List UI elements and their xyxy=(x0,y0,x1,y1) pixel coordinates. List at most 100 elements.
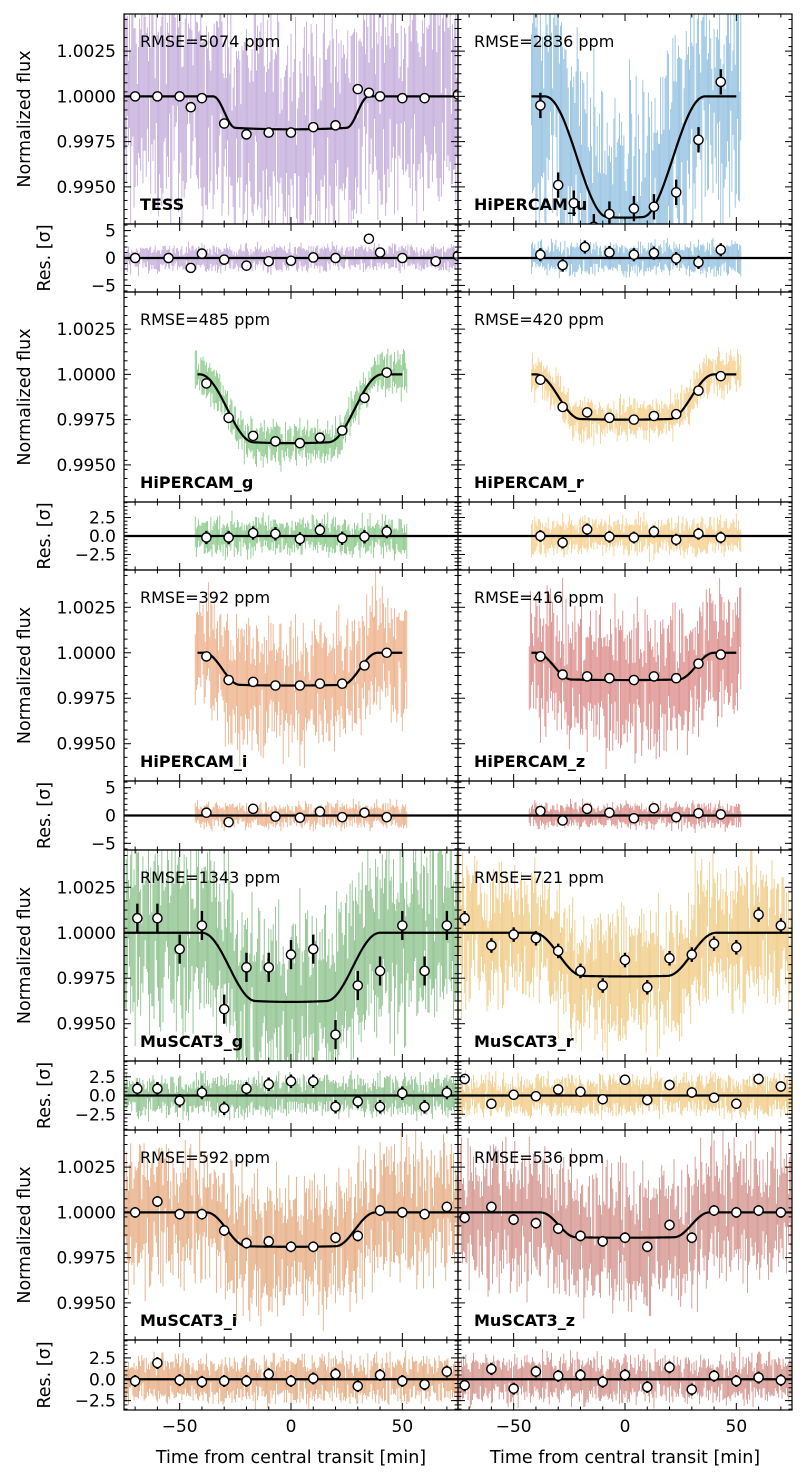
instrument-label: MuSCAT3_g xyxy=(140,1032,243,1051)
binned-flux-point xyxy=(152,912,163,924)
residual-point xyxy=(270,528,281,540)
residual-point xyxy=(430,255,442,267)
binned-flux-point xyxy=(715,649,727,660)
rmse-label: RMSE=5074 ppm xyxy=(140,32,280,51)
residual-point xyxy=(557,537,568,548)
res-tick-label: −2.5 xyxy=(75,1105,116,1125)
residual-point xyxy=(352,1096,364,1107)
residual-point xyxy=(263,1078,275,1090)
binned-flux-point xyxy=(381,367,393,378)
flux-panel-HiPERCAM_i xyxy=(194,570,408,768)
residual-point xyxy=(374,1101,386,1113)
raw-flux-series xyxy=(124,14,458,224)
residual-point xyxy=(557,815,568,826)
residual-point xyxy=(535,530,546,542)
binned-flux-point xyxy=(352,83,364,95)
binned-flux-point xyxy=(628,203,640,214)
residual-point xyxy=(185,262,197,274)
res-tick-label: 0 xyxy=(105,807,116,827)
binned-flux-point xyxy=(419,92,430,104)
flux-tick-label: 0.9975 xyxy=(57,133,116,153)
binned-flux-point xyxy=(693,658,704,669)
binned-flux-point xyxy=(731,942,742,953)
residual-point xyxy=(397,252,408,264)
residual-point xyxy=(581,524,593,535)
flux-panel-MuSCAT3_g xyxy=(124,850,458,1061)
residual-point xyxy=(581,803,593,815)
residual-point xyxy=(201,532,212,543)
res-tick-label: 2.5 xyxy=(89,509,116,529)
binned-flux-point xyxy=(670,672,682,684)
flux-tick-label: 0.9975 xyxy=(57,969,116,989)
residual-panel-HiPERCAM_i xyxy=(124,798,458,832)
raw-flux-series xyxy=(194,348,408,472)
residual-panel-MuSCAT3_g xyxy=(124,1070,458,1122)
residual-point xyxy=(336,532,348,544)
binned-flux-point xyxy=(441,920,453,931)
flux-tick-label: 1.0025 xyxy=(57,598,116,618)
flux-axis-label: Normalized flux xyxy=(15,50,35,187)
instrument-label: TESS xyxy=(140,195,184,214)
rmse-label: RMSE=721 ppm xyxy=(474,868,604,887)
binned-flux-point xyxy=(508,929,519,940)
binned-flux-point xyxy=(459,912,470,924)
flux-tick-label: 1.0000 xyxy=(57,924,116,944)
residual-point xyxy=(419,1101,430,1113)
residual-point xyxy=(374,247,386,258)
residual-point xyxy=(218,1102,230,1114)
residual-point xyxy=(263,255,275,267)
binned-flux-point xyxy=(535,100,546,111)
residual-point xyxy=(314,524,326,536)
residual-panel-HiPERCAM_r xyxy=(458,510,792,563)
binned-flux-point xyxy=(314,432,326,444)
residual-point xyxy=(336,811,348,823)
binned-flux-point xyxy=(223,674,234,686)
rmse-label: RMSE=485 ppm xyxy=(140,310,270,329)
binned-flux-point xyxy=(223,412,234,424)
binned-flux-point xyxy=(285,127,297,138)
binned-flux-point xyxy=(557,669,568,680)
binned-flux-point xyxy=(568,197,580,209)
binned-flux-point xyxy=(628,414,640,425)
residual-point xyxy=(715,809,727,820)
residual-point xyxy=(307,1075,319,1087)
binned-flux-point xyxy=(628,674,640,686)
residual-point xyxy=(628,249,640,261)
flux-panel-HiPERCAM_u xyxy=(531,14,742,224)
residual-point xyxy=(163,252,174,264)
residual-point xyxy=(307,252,319,263)
residual-panel-TESS xyxy=(124,233,458,277)
flux-tick-label: 0.9975 xyxy=(57,689,116,709)
binned-flux-point xyxy=(557,401,568,413)
residual-point xyxy=(294,533,306,545)
binned-flux-point xyxy=(263,127,275,138)
binned-flux-point xyxy=(285,949,297,960)
residual-axis-label: Res. [σ] xyxy=(35,1062,55,1129)
binned-flux-point xyxy=(129,91,141,102)
binned-flux-point xyxy=(241,962,252,973)
residual-point xyxy=(557,259,568,271)
residual-panel-HiPERCAM_u xyxy=(458,237,792,279)
flux-panel-HiPERCAM_z xyxy=(528,577,742,769)
residual-point xyxy=(359,531,370,543)
residual-point xyxy=(381,526,393,537)
binned-flux-point xyxy=(693,134,704,146)
residual-point xyxy=(693,257,704,268)
residual-point xyxy=(693,807,704,819)
residual-point xyxy=(670,253,682,264)
binned-flux-point xyxy=(352,980,364,991)
residual-point xyxy=(363,233,375,245)
binned-flux-point xyxy=(397,92,408,104)
binned-flux-point xyxy=(597,980,609,991)
residual-panel-MuSCAT3_r xyxy=(458,1066,792,1121)
binned-flux-point xyxy=(174,943,185,955)
flux-tick-label: 0.9950 xyxy=(57,456,116,476)
residual-point xyxy=(330,1101,341,1113)
binned-flux-point xyxy=(359,660,370,671)
binned-flux-point xyxy=(715,76,727,88)
binned-flux-point xyxy=(641,982,653,993)
flux-panel-HiPERCAM_r xyxy=(531,347,742,446)
binned-flux-point xyxy=(336,425,348,436)
binned-flux-point xyxy=(530,932,542,944)
